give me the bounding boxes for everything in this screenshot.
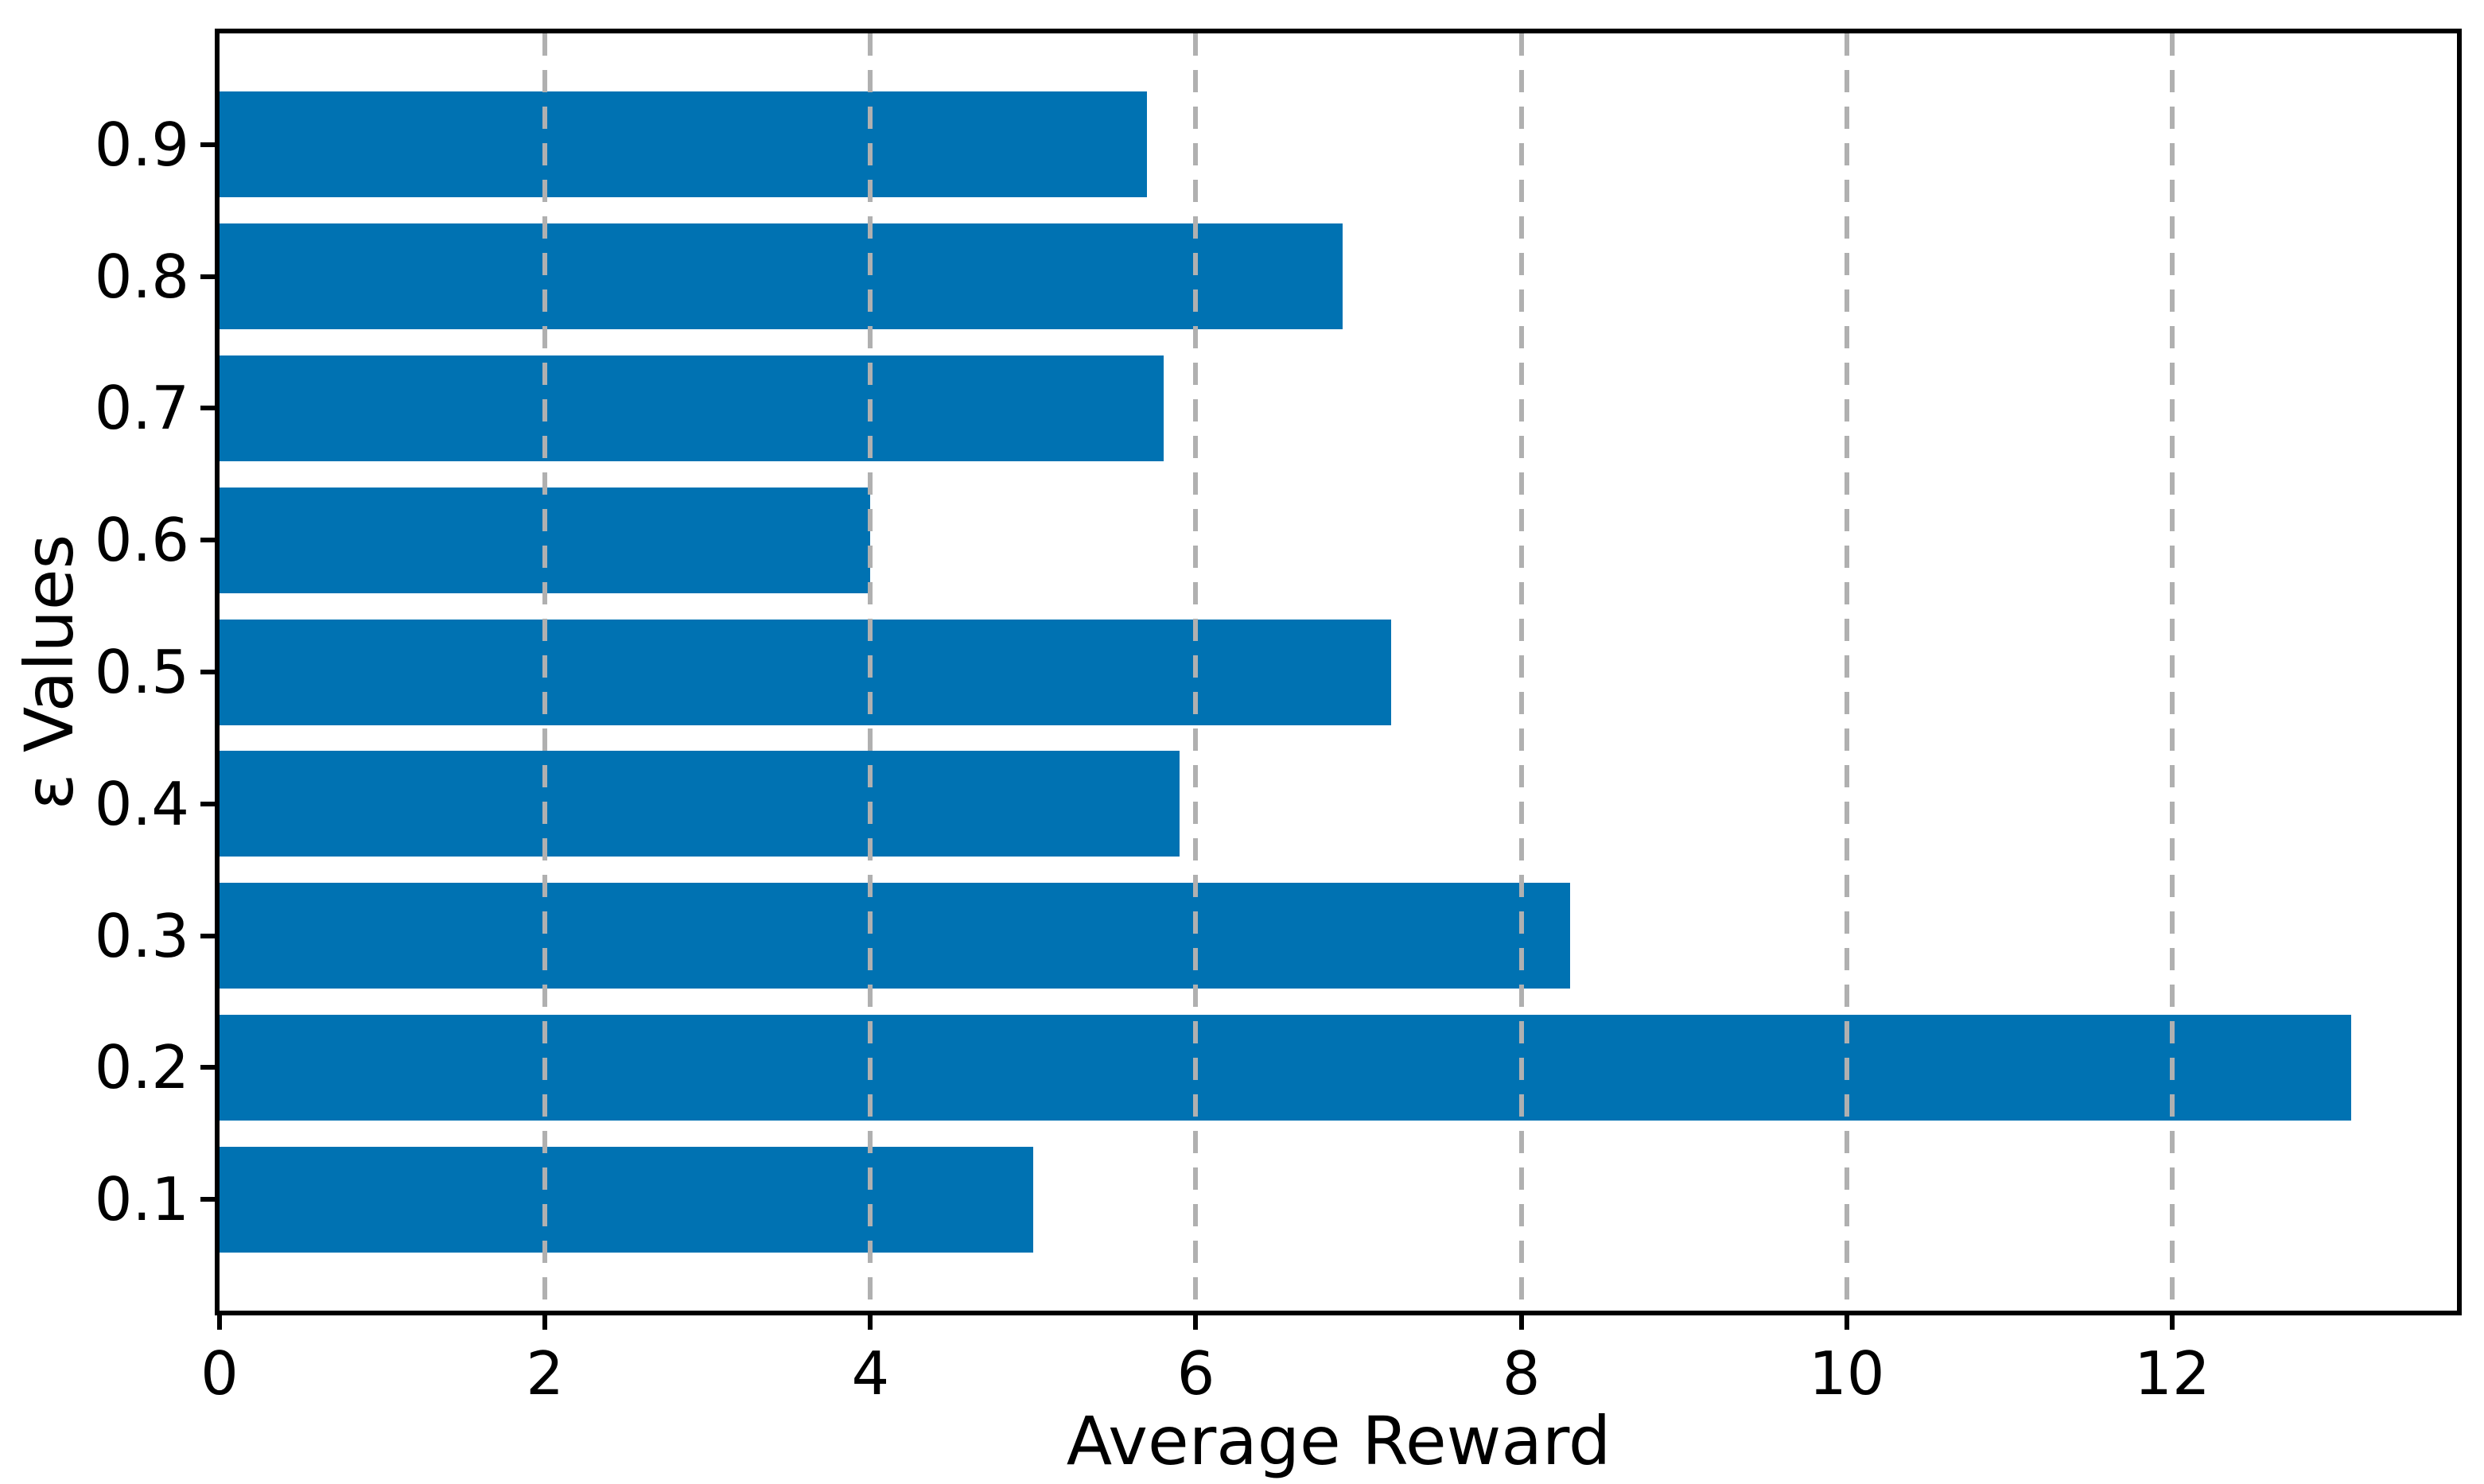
y-tick-label-0.1: 0.1 bbox=[94, 1164, 189, 1235]
x-axis-label: Average Reward bbox=[1066, 1402, 1611, 1480]
x-tick-mark-12 bbox=[2169, 1315, 2175, 1330]
y-tick-mark-0.4 bbox=[200, 801, 215, 806]
x-tick-mark-10 bbox=[1844, 1315, 1849, 1330]
gridline-x-4 bbox=[868, 33, 873, 1311]
x-tick-label-0: 0 bbox=[200, 1338, 239, 1408]
y-tick-mark-0.7 bbox=[200, 406, 215, 411]
plot-area: 0.9 0.8 0.7 0.6 0.5 0.4 0.3 0.2 0.1 0 2 4 6 8 10 12 bbox=[95, 29, 2462, 1408]
y-tick-mark-0.9 bbox=[200, 142, 215, 147]
bar-0.9 bbox=[220, 91, 1148, 198]
bar-0.7 bbox=[220, 355, 1164, 461]
bar-0.1 bbox=[220, 1146, 1033, 1253]
x-tick-label-2: 2 bbox=[526, 1338, 565, 1408]
y-tick-label-0.4: 0.4 bbox=[94, 768, 189, 839]
bar-0.3 bbox=[220, 883, 1571, 989]
x-tick-label-12: 12 bbox=[2134, 1338, 2210, 1408]
bar-row-0.8 bbox=[220, 211, 2457, 343]
x-tick-label-10: 10 bbox=[1809, 1338, 1885, 1408]
x-tick-mark-8 bbox=[1518, 1315, 1524, 1330]
bar-row-0.7 bbox=[220, 343, 2457, 475]
y-tick-mark-0.3 bbox=[200, 933, 215, 938]
y-tick-mark-0.6 bbox=[200, 538, 215, 543]
y-tick-label-0.7: 0.7 bbox=[94, 373, 189, 444]
y-tick-mark-0.8 bbox=[200, 274, 215, 279]
bar-0.2 bbox=[220, 1014, 2352, 1121]
y-tick-label-0.3: 0.3 bbox=[94, 900, 189, 971]
x-tick-label-8: 8 bbox=[1502, 1338, 1541, 1408]
y-tick-label-0.9: 0.9 bbox=[94, 109, 189, 180]
bar-row-0.1 bbox=[220, 1133, 2457, 1265]
x-tick-label-6: 6 bbox=[1176, 1338, 1215, 1408]
bars-region bbox=[220, 33, 2457, 1311]
x-tick-label-4: 4 bbox=[851, 1338, 890, 1408]
gridline-x-10 bbox=[1844, 33, 1849, 1311]
bar-row-0.2 bbox=[220, 1001, 2457, 1133]
bar-row-0.5 bbox=[220, 606, 2457, 738]
y-tick-mark-0.2 bbox=[200, 1065, 215, 1070]
y-axis-label: ε Values bbox=[10, 534, 88, 810]
bar-0.8 bbox=[220, 223, 1343, 330]
x-tick-mark-2 bbox=[542, 1315, 548, 1330]
y-tick-mark-0.1 bbox=[200, 1197, 215, 1202]
x-tick-mark-4 bbox=[868, 1315, 873, 1330]
gridline-x-8 bbox=[1518, 33, 1524, 1311]
y-tick-label-0.6: 0.6 bbox=[94, 505, 189, 576]
x-tick-mark-6 bbox=[1193, 1315, 1199, 1330]
gridline-x-2 bbox=[542, 33, 548, 1311]
gridline-x-6 bbox=[1193, 33, 1199, 1311]
bar-0.4 bbox=[220, 751, 1180, 857]
bar-row-0.9 bbox=[220, 79, 2457, 211]
x-tick-mark-0 bbox=[217, 1315, 222, 1330]
gridline-x-12 bbox=[2169, 33, 2175, 1311]
bar-row-0.4 bbox=[220, 738, 2457, 870]
y-tick-label-0.8: 0.8 bbox=[94, 241, 189, 312]
bar-row-0.3 bbox=[220, 870, 2457, 1002]
y-tick-mark-0.5 bbox=[200, 670, 215, 674]
bar-0.5 bbox=[220, 619, 1391, 725]
bar-row-0.6 bbox=[220, 474, 2457, 606]
y-tick-label-0.5: 0.5 bbox=[94, 637, 189, 707]
y-tick-label-0.2: 0.2 bbox=[94, 1032, 189, 1103]
